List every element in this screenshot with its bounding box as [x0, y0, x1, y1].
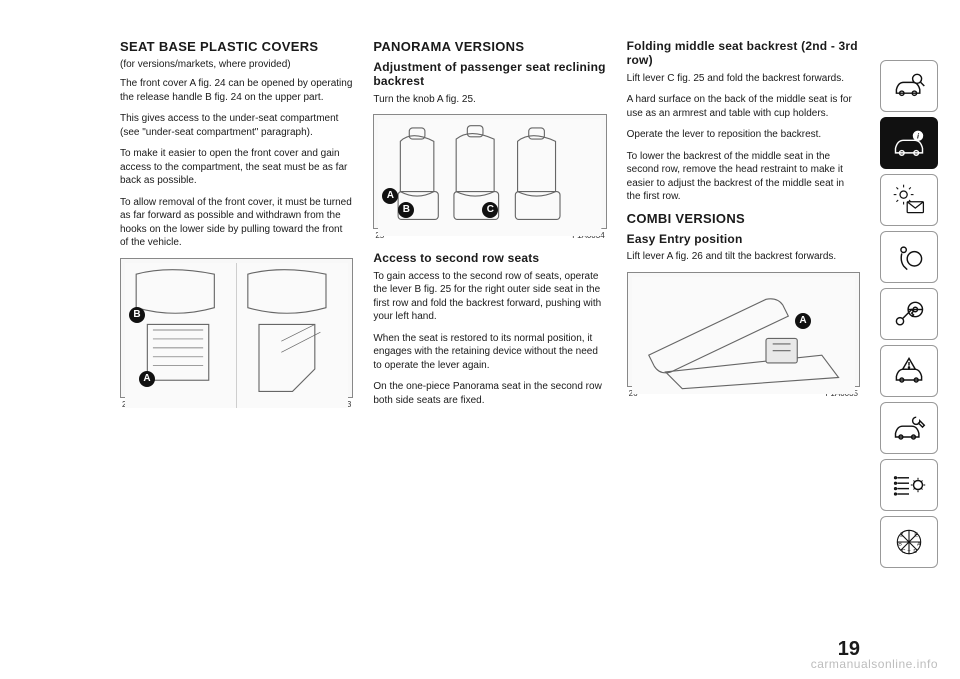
subtitle-versions: (for versions/markets, where provided) — [120, 58, 353, 72]
svg-text:B: B — [898, 542, 902, 548]
heading-access-second-row: Access to second row seats — [373, 252, 606, 266]
paragraph: When the seat is restored to its normal … — [373, 332, 606, 373]
sidebar-item-car-search[interactable] — [880, 60, 938, 112]
paragraph: Operate the lever to reposition the back… — [627, 128, 860, 142]
diagram-easy-entry — [632, 277, 855, 394]
paragraph: To gain access to the second row of seat… — [373, 270, 606, 324]
airbag-icon — [891, 239, 927, 275]
sidebar-item-car-warning[interactable] — [880, 345, 938, 397]
callout-b: B — [129, 307, 145, 323]
sidebar-item-list-gear[interactable] — [880, 459, 938, 511]
heading-combi-versions: COMBI VERSIONS — [627, 212, 860, 227]
heading-folding-middle-seat: Folding middle seat backrest (2nd - 3rd … — [627, 40, 860, 68]
diagram-seat-base-cover — [125, 263, 348, 408]
paragraph: To lower the backrest of the middle seat… — [627, 150, 860, 204]
content-columns: SEAT BASE PLASTIC COVERS (for versions/m… — [0, 40, 960, 620]
index-icon: ZE BA CTD — [891, 524, 927, 560]
heading-seat-base-covers: SEAT BASE PLASTIC COVERS — [120, 40, 353, 55]
sun-mail-icon — [891, 182, 927, 218]
paragraph: On the one-piece Panorama seat in the se… — [373, 380, 606, 407]
svg-text:C: C — [902, 549, 906, 555]
svg-text:D: D — [913, 549, 917, 555]
paragraph: This gives access to the under-seat comp… — [120, 112, 353, 139]
figure-24: B A — [120, 258, 353, 398]
sidebar-item-airbag[interactable] — [880, 231, 938, 283]
sidebar-item-car-wrench[interactable] — [880, 402, 938, 454]
column-2: PANORAMA VERSIONS Adjustment of passenge… — [373, 40, 606, 620]
paragraph: Turn the knob A fig. 25. — [373, 93, 606, 107]
svg-text:Z: Z — [900, 533, 904, 539]
page: SEAT BASE PLASTIC COVERS (for versions/m… — [0, 0, 960, 679]
diagram-panorama-seats — [378, 119, 601, 236]
heading-panorama-versions: PANORAMA VERSIONS — [373, 40, 606, 55]
paragraph: Lift lever C fig. 25 and fold the backre… — [627, 72, 860, 86]
sidebar-item-key-wheel[interactable] — [880, 288, 938, 340]
svg-text:E: E — [914, 533, 918, 539]
paragraph: To make it easier to open the front cove… — [120, 147, 353, 188]
sidebar-nav: i — [880, 60, 938, 568]
car-search-icon — [891, 68, 927, 104]
car-warning-icon — [891, 353, 927, 389]
column-1: SEAT BASE PLASTIC COVERS (for versions/m… — [120, 40, 353, 620]
list-gear-icon — [891, 467, 927, 503]
paragraph: Lift lever A fig. 26 and tilt the backre… — [627, 250, 860, 264]
paragraph: The front cover A fig. 24 can be opened … — [120, 77, 353, 104]
car-wrench-icon — [891, 410, 927, 446]
column-3: Folding middle seat backrest (2nd - 3rd … — [627, 40, 860, 620]
heading-easy-entry: Easy Entry position — [627, 233, 860, 247]
figure-25: A B C — [373, 114, 606, 229]
sidebar-item-index[interactable]: ZE BA CTD — [880, 516, 938, 568]
sidebar-item-sun-mail[interactable] — [880, 174, 938, 226]
callout-a: A — [795, 313, 811, 329]
callout-a: A — [139, 371, 155, 387]
car-info-icon: i — [891, 125, 927, 161]
key-wheel-icon — [891, 296, 927, 332]
paragraph: To allow removal of the front cover, it … — [120, 196, 353, 250]
sidebar-item-car-info[interactable]: i — [880, 117, 938, 169]
heading-adjustment-backrest: Adjustment of passenger seat reclining b… — [373, 61, 606, 89]
paragraph: A hard surface on the back of the middle… — [627, 93, 860, 120]
watermark: carmanualsonline.info — [811, 657, 938, 671]
figure-26: A — [627, 272, 860, 387]
svg-text:A: A — [917, 542, 921, 548]
